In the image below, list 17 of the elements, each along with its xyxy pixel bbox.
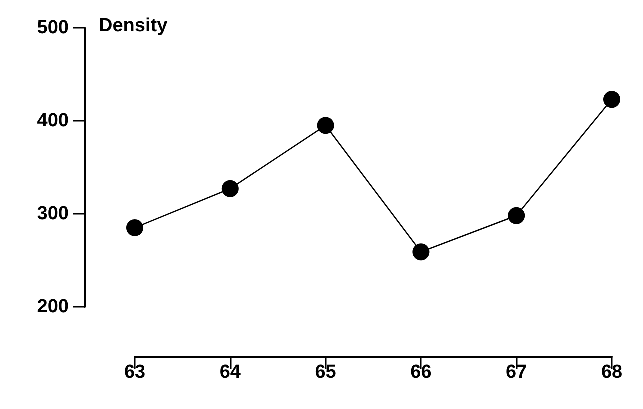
x-tick-label: 65 — [315, 362, 337, 383]
y-axis-title: Density — [99, 16, 168, 36]
x-tick-label: 63 — [124, 362, 146, 383]
y-tick-label: 500 — [37, 18, 69, 38]
point — [412, 244, 430, 261]
point — [126, 219, 144, 236]
point — [508, 207, 526, 224]
y-tick-label: 300 — [37, 204, 69, 224]
y-tick-label: 200 — [37, 296, 69, 318]
x-tick-label: 67 — [506, 362, 528, 383]
x-tick-label: 64 — [220, 362, 242, 383]
x-tick-label: 66 — [410, 362, 432, 383]
y-tick-label: 400 — [37, 110, 69, 132]
point — [317, 117, 334, 134]
point — [604, 91, 620, 108]
point — [222, 180, 239, 198]
x-tick-label: 68 — [601, 362, 623, 383]
